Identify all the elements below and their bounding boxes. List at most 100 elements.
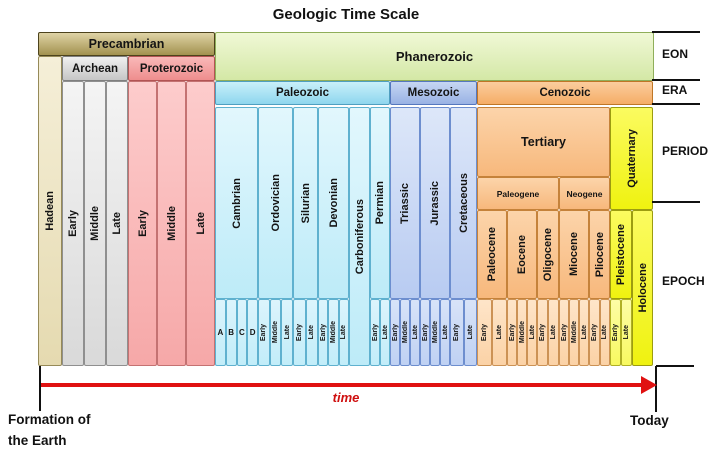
epoch-miocene: Miocene xyxy=(559,210,589,299)
rank-label-epoch: EPOCH xyxy=(662,274,705,288)
epoch-pliocene: Pliocene xyxy=(589,210,610,299)
subperiod-neogene: Neogene xyxy=(559,177,610,210)
subepoch-cretaceous-early-label: Early xyxy=(453,323,461,342)
era-paleozoic-label: Paleozoic xyxy=(275,87,330,99)
time-arrow xyxy=(41,383,643,387)
formation-of-earth-label: Formation of the Earth xyxy=(8,412,91,448)
eon-phanerozoic: Phanerozoic xyxy=(215,32,654,81)
period-devonian: Devonian xyxy=(318,107,349,299)
subepoch-ordovician-late-label: Late xyxy=(283,325,291,340)
archean-division-late: Late xyxy=(106,81,128,366)
archean-division-middle: Middle xyxy=(84,81,106,366)
subepoch-miocene-late: Late xyxy=(579,299,589,366)
subepoch-oligocene-early-label: Early xyxy=(539,323,546,342)
subepoch-silurian-late-label: Late xyxy=(308,325,316,340)
era-cenozoic: Cenozoic xyxy=(477,81,653,105)
subepoch-jurassic-late-label: Late xyxy=(441,325,449,340)
subepoch-pliocene-early: Early xyxy=(589,299,600,366)
era-cenozoic-label: Cenozoic xyxy=(539,87,591,99)
eon-precambrian-label: Precambrian xyxy=(88,37,165,51)
period-permian-label: Permian xyxy=(374,181,386,225)
subepoch-ordovician-middle-label: Middle xyxy=(271,321,279,344)
subepoch-devonian-late: Late xyxy=(338,299,349,366)
subepoch-pleistocene-late: Late xyxy=(621,299,632,366)
era-mesozoic-label: Mesozoic xyxy=(407,87,460,99)
subepoch-jurassic-early-label: Early xyxy=(421,323,429,342)
subepoch-oligocene-late: Late xyxy=(548,299,559,366)
epoch-paleocene-label: Paleocene xyxy=(486,227,498,282)
subepoch-eocene-middle: Middle xyxy=(517,299,527,366)
subepoch-triassic-late-label: Late xyxy=(411,325,419,340)
subepoch-permian-late-label: Late xyxy=(381,325,389,340)
subepoch-cambrian-d-label: D xyxy=(249,328,256,337)
epoch-holocene: Holocene xyxy=(632,210,653,366)
period-jurassic: Jurassic xyxy=(420,107,450,299)
subepoch-permian-early-label: Early xyxy=(371,323,379,342)
period-carboniferous-label: Carboniferous xyxy=(353,198,366,275)
subepoch-eocene-late-label: Late xyxy=(528,325,536,340)
period-ordovician: Ordovician xyxy=(258,107,293,299)
period-devonian-label: Devonian xyxy=(327,178,340,228)
subepoch-miocene-early-label: Early xyxy=(560,323,568,342)
eon-archean-label: Archean xyxy=(71,62,119,75)
period-triassic: Triassic xyxy=(390,107,420,299)
epoch-pleistocene: Pleistocene xyxy=(610,210,632,299)
subepoch-triassic-late: Late xyxy=(410,299,420,366)
subperiod-paleogene: Paleogene xyxy=(477,177,559,210)
epoch-oligocene: Oligocene xyxy=(537,210,559,299)
eon-proterozoic: Proterozoic xyxy=(128,56,215,81)
subepoch-miocene-late-label: Late xyxy=(580,325,588,340)
subepoch-eocene-early-label: Early xyxy=(508,323,516,342)
subepoch-paleocene-early: Early xyxy=(477,299,492,366)
subepoch-paleocene-late-label: Late xyxy=(496,325,503,340)
period-permian: Permian xyxy=(370,107,390,299)
era-mesozoic: Mesozoic xyxy=(390,81,477,105)
subepoch-silurian-late: Late xyxy=(305,299,318,366)
subepoch-cambrian-b: B xyxy=(225,299,237,366)
subepoch-oligocene-late-label: Late xyxy=(550,325,557,340)
page-title: Geologic Time Scale xyxy=(272,6,420,23)
subepoch-permian-early: Early xyxy=(370,299,380,366)
epoch-paleocene: Paleocene xyxy=(477,210,507,299)
subepoch-devonian-middle-label: Middle xyxy=(329,321,337,344)
subepoch-devonian-early-label: Early xyxy=(319,323,327,342)
subepoch-oligocene-early: Early xyxy=(537,299,548,366)
subepoch-miocene-middle: Middle xyxy=(569,299,579,366)
subepoch-pleistocene-early: Early xyxy=(610,299,621,366)
subepoch-cretaceous-late-label: Late xyxy=(466,325,474,340)
subepoch-triassic-middle-label: Middle xyxy=(401,321,409,344)
eon-precambrian: Precambrian xyxy=(38,32,215,56)
subepoch-cambrian-a-label: A xyxy=(217,328,224,337)
subepoch-silurian-early: Early xyxy=(293,299,306,366)
period-ordovician-label: Ordovician xyxy=(269,174,282,232)
epoch-oligocene-label: Oligocene xyxy=(542,227,554,282)
rank-label-eon: EON xyxy=(662,47,689,61)
proterozoic-division-early-label: Early xyxy=(136,210,149,237)
epoch-eocene: Eocene xyxy=(507,210,537,299)
subepoch-cretaceous-early: Early xyxy=(450,299,464,366)
epoch-eocene-label: Eocene xyxy=(516,234,528,275)
period-cretaceous: Cretaceous xyxy=(450,107,477,299)
subepoch-miocene-early: Early xyxy=(559,299,569,366)
rank-tick-eon-top xyxy=(652,31,700,33)
era-paleozoic: Paleozoic xyxy=(215,81,390,105)
period-triassic-label: Triassic xyxy=(399,182,411,224)
subepoch-eocene-late: Late xyxy=(527,299,537,366)
subepoch-pliocene-early-label: Early xyxy=(590,323,598,342)
eon-proterozoic-label: Proterozoic xyxy=(139,62,204,75)
period-cambrian: Cambrian xyxy=(215,107,258,299)
subepoch-pleistocene-late-label: Late xyxy=(623,325,630,340)
period-silurian: Silurian xyxy=(293,107,318,299)
subepoch-permian-late: Late xyxy=(380,299,390,366)
subepoch-pliocene-late: Late xyxy=(599,299,610,366)
subepoch-eocene-early: Early xyxy=(507,299,517,366)
period-carboniferous: Carboniferous xyxy=(349,107,370,366)
archean-division-late-label: Late xyxy=(111,212,123,235)
rank-tick-era-top xyxy=(652,79,700,81)
proterozoic-division-middle-label: Middle xyxy=(165,206,178,241)
time-scale-grid: Precambrian Hadean Archean Early Middle Late P… xyxy=(38,32,654,366)
subepoch-triassic-early-label: Early xyxy=(391,323,399,342)
subepoch-pleistocene-early-label: Early xyxy=(612,323,619,342)
subperiod-paleogene-label: Paleogene xyxy=(496,188,540,199)
epoch-holocene-label: Holocene xyxy=(636,263,649,313)
